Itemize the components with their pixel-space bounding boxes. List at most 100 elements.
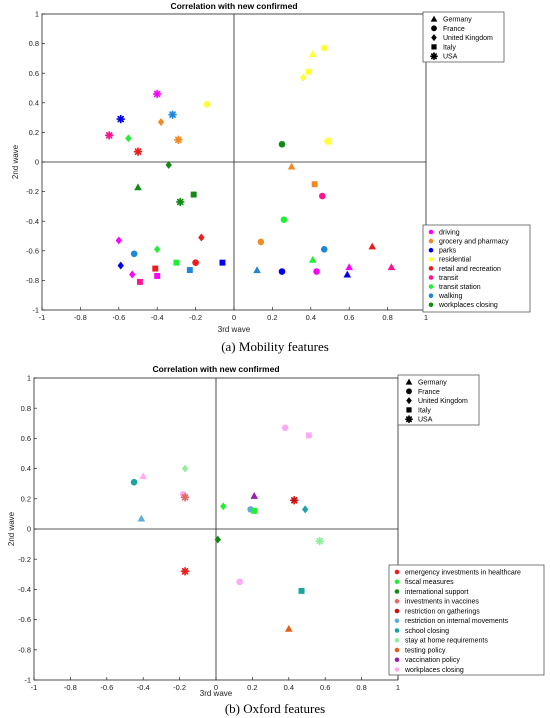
y-tick-label: 0.4 [21, 464, 31, 473]
x-tick-label: 0.4 [306, 313, 316, 322]
x-tick-label: -0.6 [112, 313, 125, 322]
y-tick-label: 0.6 [21, 434, 31, 443]
data-point-triangle [387, 263, 396, 271]
caption-b-label: (b) [224, 701, 240, 716]
star-stroke [134, 148, 142, 155]
caption-a: (a) Mobility features [0, 339, 550, 355]
legend-color-dot [394, 598, 400, 604]
legend-color-dot [428, 238, 434, 244]
shape-legend-label: Italy [443, 44, 456, 51]
legend-marker-circle [406, 388, 412, 395]
x-tick-label: -0.8 [64, 683, 77, 692]
data-point-square [305, 68, 312, 75]
color-legend-label: fiscal measures [405, 579, 454, 586]
data-point-diamond [117, 261, 124, 270]
data-point-diamond [198, 233, 205, 242]
shape-legend-label: United Kingdom [418, 398, 468, 405]
color-legend-label: parks [439, 248, 457, 255]
data-point-square [190, 191, 197, 198]
data-point-triangle [287, 162, 296, 170]
data-point-diamond [115, 236, 122, 245]
shape-legend-label: USA [418, 417, 433, 424]
color-legend: emergency investments in healthcare fisca… [388, 564, 545, 676]
data-point-star [168, 110, 177, 119]
y-tick-label: 0.4 [29, 98, 39, 107]
data-point-triangle [253, 266, 261, 274]
y-tick-label: 0.6 [29, 69, 39, 78]
color-legend-label: vaccination policy [405, 657, 460, 664]
caption-b-text: Oxford features [243, 701, 326, 716]
y-axis-label: 2nd wave [11, 144, 20, 179]
legend-color-dot [394, 637, 400, 643]
data-point-triangle [345, 263, 353, 271]
color-legend-label: residential [439, 257, 471, 264]
color-legend-label: international support [405, 589, 468, 596]
data-point-star [180, 566, 190, 576]
color-legend-box [422, 224, 531, 313]
data-point-square [186, 267, 193, 274]
star-stroke [405, 416, 413, 423]
data-point-triangle [285, 624, 293, 632]
data-point-diamond [220, 502, 227, 511]
data-point-diamond [125, 134, 132, 143]
data-point-circle [320, 44, 328, 52]
data-point-square [136, 278, 143, 285]
star-stroke [175, 136, 182, 144]
star-stroke [181, 567, 189, 575]
color-legend-label: transit station [439, 284, 481, 291]
legend-color-dot [394, 628, 400, 633]
star-stroke [290, 497, 298, 504]
shape-legend-label: USA [443, 54, 458, 61]
y-tick-label: -1 [24, 676, 31, 685]
y-tick-label: 0 [27, 525, 31, 534]
data-point-square [154, 272, 161, 279]
star-stroke [324, 137, 332, 145]
legend-marker-square [406, 407, 412, 413]
data-point-square [173, 259, 180, 266]
caption-b: (b) Oxford features [0, 701, 550, 717]
legend-marker-diamond [431, 34, 437, 42]
data-point-circle [236, 578, 243, 586]
y-tick-label: -0.2 [26, 187, 39, 196]
legend-color-dot [394, 589, 400, 594]
y-tick-label: -0.8 [18, 645, 31, 654]
data-point-triangle [308, 255, 317, 263]
x-tick-label: -0.2 [189, 313, 202, 322]
legend-color-dot [428, 266, 434, 271]
data-point-circle [203, 100, 211, 108]
x-axis-label: 3rd wave [218, 325, 251, 334]
y-axis-label: 2nd wave [7, 511, 16, 546]
color-legend-label: transit [439, 275, 458, 282]
color-legend-label: investments in vaccines [405, 599, 479, 606]
legend-color-dot [394, 579, 400, 585]
data-point-square [219, 259, 226, 266]
legend-color-dot [394, 608, 400, 614]
color-legend-box [388, 564, 545, 676]
color-legend: driving grocery and pharmacy parks resident… [422, 224, 531, 313]
x-tick-label: 0.6 [344, 313, 354, 322]
legend-marker-triangle [405, 378, 413, 385]
x-tick-label: -0.4 [137, 683, 150, 692]
data-point-diamond [157, 118, 165, 126]
legend-color-dot [428, 302, 434, 308]
x-tick-label: -1 [31, 683, 38, 692]
x-tick-label: -0.6 [100, 683, 113, 692]
data-point-circle [257, 238, 265, 246]
color-legend-label: school closing [405, 628, 449, 635]
shape-legend-label: Germany [418, 380, 447, 387]
star-stroke [169, 111, 176, 118]
legend-color-dot [394, 569, 400, 575]
data-point-diamond [302, 505, 309, 514]
data-point-square [251, 507, 258, 514]
data-point-star [174, 135, 183, 145]
x-tick-label: 1 [396, 683, 400, 692]
x-tick-label: 0.6 [320, 683, 330, 692]
data-point-circle [278, 140, 286, 148]
star-stroke [117, 115, 125, 123]
data-point-square [311, 181, 318, 188]
star-stroke [153, 90, 161, 98]
oxford-chart: -1 -0.8 -0.6 -0.4 -0.2 0 0.2 0.4 0.6 0.8 1 1 0.8 0.6 0… [7, 364, 545, 698]
star-stroke [176, 198, 184, 206]
x-tick-label: -0.2 [173, 683, 186, 692]
data-point-diamond [154, 245, 161, 254]
